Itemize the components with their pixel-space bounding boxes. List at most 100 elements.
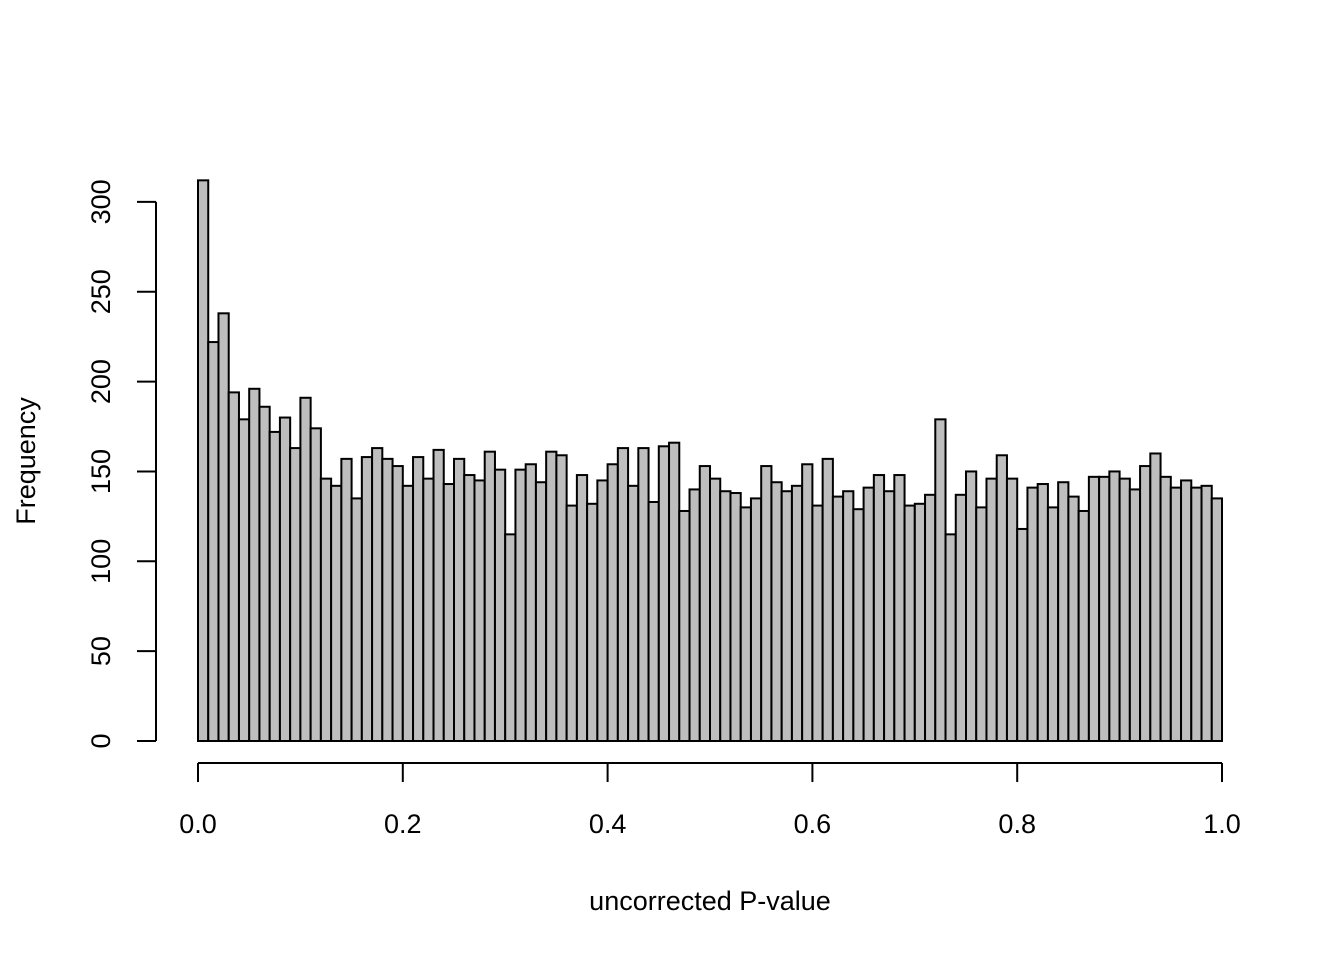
y-tick-label: 300 [86, 179, 116, 224]
histogram-bar [739, 506, 752, 743]
histogram-bar [340, 457, 353, 742]
y-tick-label: 200 [86, 359, 116, 404]
y-tick-label: 0 [86, 733, 116, 748]
histogram-bar [227, 391, 240, 742]
x-tick-label: 0.8 [998, 809, 1036, 839]
histogram-bar [207, 341, 220, 742]
histogram-bar [1005, 477, 1019, 742]
histogram-bar [514, 468, 527, 742]
histogram-bar [545, 450, 558, 742]
histogram-bar [1159, 475, 1172, 742]
histogram-bar [1098, 475, 1111, 742]
histogram-bar [575, 474, 589, 742]
histogram-bar [422, 477, 435, 742]
histogram-bar [831, 495, 845, 742]
histogram-bar [1108, 470, 1121, 742]
histogram-bar [442, 483, 456, 742]
histogram-bar [248, 387, 261, 742]
histogram-bar [258, 405, 271, 742]
histogram-bar [289, 447, 302, 742]
histogram-bar [524, 463, 537, 742]
histogram-bar [944, 533, 957, 742]
histogram-bar [217, 312, 230, 742]
histogram-bar [657, 445, 671, 742]
y-axis-label: Frequency [11, 397, 41, 525]
histogram-bar [954, 493, 968, 742]
histogram-bar [453, 457, 466, 742]
histogram-bar [371, 447, 384, 742]
histogram-bar [555, 454, 568, 742]
histogram-bar [350, 497, 363, 742]
histogram-bar [698, 465, 712, 742]
histogram-bar [1026, 486, 1039, 742]
histogram-bar [586, 502, 599, 742]
histogram-bar [391, 465, 404, 742]
histogram-bar [1118, 477, 1131, 742]
histogram-bar [606, 463, 619, 742]
histogram-bar [872, 474, 886, 742]
y-tick-label: 150 [86, 449, 116, 494]
histogram-bar [1067, 495, 1080, 742]
histogram-bar [1210, 497, 1224, 742]
histogram-bar [790, 484, 804, 742]
histogram-bar [483, 450, 496, 742]
histogram-bar [924, 493, 937, 742]
histogram-bar [637, 447, 650, 742]
histogram-bar [360, 456, 374, 742]
histogram-bar [463, 474, 476, 742]
histogram-bar [401, 484, 415, 742]
histogram-bar [1036, 483, 1049, 742]
histogram-bar [883, 490, 896, 743]
histogram-bar [330, 484, 343, 742]
y-axis: 0 50 100 150 200 250 300 [86, 179, 157, 749]
x-axis-label: uncorrected P-value [589, 886, 831, 916]
histogram-bar [1016, 527, 1029, 742]
histogram-bar [381, 457, 394, 742]
histogram-bar [995, 454, 1008, 742]
histogram-bar [647, 500, 660, 742]
histogram-bar [770, 481, 783, 742]
histogram-bar [709, 477, 722, 742]
histogram-bar [1200, 484, 1213, 742]
histogram-bar [1046, 506, 1060, 743]
histogram-bar [1149, 452, 1162, 742]
histogram-bar [432, 448, 445, 742]
histogram-bar [913, 502, 927, 742]
x-tick-label: 0.0 [179, 809, 217, 839]
histogram-bar [719, 490, 732, 743]
histogram-bar [965, 470, 978, 742]
histogram-bar [197, 179, 210, 742]
histogram-bar [299, 396, 312, 742]
histogram-bar [852, 508, 865, 743]
histogram-bar [688, 488, 701, 743]
x-tick-label: 1.0 [1203, 809, 1241, 839]
histogram-bar [678, 509, 691, 743]
histogram-bar [729, 492, 742, 742]
histogram-bar [934, 418, 947, 742]
y-tick-label: 250 [86, 269, 116, 314]
histogram-bar [1077, 509, 1090, 743]
histogram-bars [197, 179, 1224, 743]
histogram-bar [760, 465, 773, 742]
histogram-bar [268, 430, 281, 742]
histogram-bar [473, 479, 486, 742]
histogram-bar [749, 497, 763, 742]
histogram-bar [237, 418, 251, 742]
histogram-bar [412, 456, 425, 742]
histogram-bar [1139, 465, 1152, 742]
histogram-bar [1180, 479, 1193, 742]
histogram-bar [616, 447, 630, 742]
histogram-bar [309, 427, 322, 742]
histogram-bar [1190, 486, 1203, 742]
y-tick-label: 100 [86, 539, 116, 584]
histogram-bar [985, 477, 998, 742]
histogram-bar [504, 533, 517, 742]
histogram-bar [862, 486, 875, 742]
x-axis: 0.0 0.2 0.4 0.6 0.8 1.0 [179, 762, 1241, 839]
histogram-bar [821, 457, 834, 742]
histogram-bar [534, 481, 548, 742]
histogram-bar [801, 463, 814, 742]
histogram-bar [1169, 486, 1183, 742]
histogram-bar [1128, 488, 1142, 743]
